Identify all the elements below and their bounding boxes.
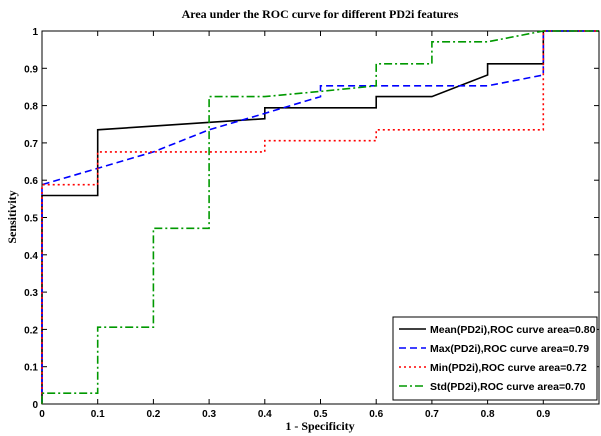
legend-label-2: Max(PD2i),ROC curve area=0.79 — [430, 343, 589, 355]
x-axis-label: 1 - Specificity — [285, 419, 354, 433]
x-tick-label: 0 — [39, 409, 45, 420]
y-tick-label: 0.9 — [24, 64, 38, 75]
y-tick-label: 0.3 — [24, 288, 38, 299]
y-axis-label: Sensitivity — [5, 190, 19, 243]
x-tick-label: 0.1 — [91, 409, 105, 420]
x-tick-label: 0.3 — [202, 409, 216, 420]
y-tick-label: 0.4 — [24, 251, 38, 262]
x-tick-label: 0.5 — [314, 409, 328, 420]
y-tick-label: 0 — [32, 400, 38, 411]
y-tick-label: 0.6 — [24, 176, 38, 187]
axis-ticks: 0 0.1 0.2 0.3 0.4 0.5 0.6 0.7 0.8 0.9 0 0.1 0.2 0.3 0.… — [24, 27, 599, 420]
y-tick-label: 0.7 — [24, 139, 38, 150]
series-lines — [41, 30, 599, 404]
legend-label-3: Min(PD2i),ROC curve area=0.72 — [430, 362, 587, 374]
series-line-3 — [41, 30, 599, 404]
x-tick-label: 0.8 — [481, 409, 495, 420]
legend: Mean(PD2i),ROC curve area=0.80 Max(PD2i),… — [392, 316, 598, 401]
chart-title: Area under the ROC curve for different P… — [182, 7, 459, 21]
legend-label-1: Mean(PD2i),ROC curve area=0.80 — [430, 324, 596, 336]
y-tick-label: 0.8 — [24, 102, 38, 113]
x-tick-label: 0.2 — [146, 409, 160, 420]
legend-box — [392, 316, 598, 401]
x-tick-label: 0.9 — [536, 409, 550, 420]
y-tick-label: 0.2 — [24, 325, 38, 336]
legend-label-4: Std(PD2i),ROC curve area=0.70 — [430, 381, 586, 393]
y-tick-label: 0.5 — [24, 214, 38, 225]
y-tick-label: 1 — [32, 27, 38, 38]
series-line-2 — [41, 30, 599, 404]
series-line-4 — [41, 30, 599, 404]
x-tick-label: 0.4 — [258, 409, 272, 420]
x-tick-label: 0.7 — [425, 409, 439, 420]
y-tick-label: 0.1 — [24, 363, 38, 374]
x-tick-label: 0.6 — [369, 409, 383, 420]
